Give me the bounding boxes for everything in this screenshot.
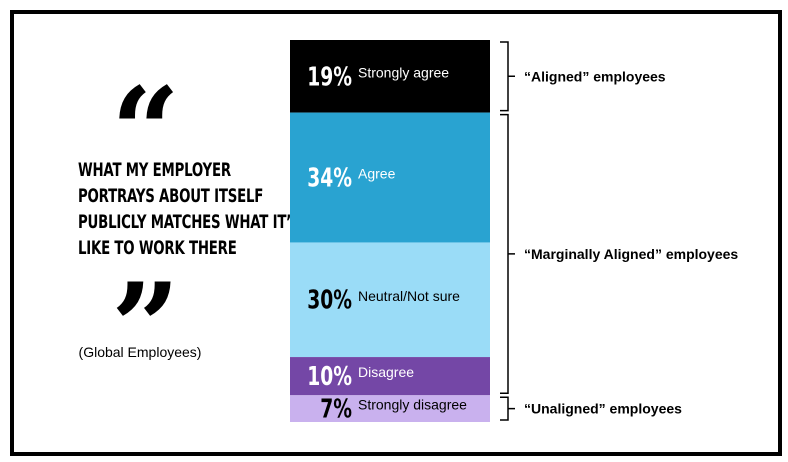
quote-line: WHAT MY EMPLOYER xyxy=(78,160,231,181)
group-bracket xyxy=(500,396,515,421)
group-label: “Marginally Aligned” employees xyxy=(524,246,738,262)
bar-segment xyxy=(290,357,490,396)
bar-category-label: Agree xyxy=(358,166,396,182)
bar-category-label: Strongly agree xyxy=(358,64,449,80)
bar-segment xyxy=(290,112,490,243)
open-quote-icon: “ xyxy=(111,61,181,202)
bar-segment xyxy=(290,40,490,113)
quote-line: LIKE TO WORK THERE xyxy=(78,238,237,259)
bar-category-label: Disagree xyxy=(358,364,414,380)
bar-category-label: Strongly disagree xyxy=(358,397,467,413)
bar-value-label: 34% xyxy=(307,164,352,194)
close-quote-icon: ” xyxy=(111,257,181,398)
group-label: “Aligned” employees xyxy=(524,68,666,84)
bar-segment xyxy=(290,395,490,422)
bar-value-label: 30% xyxy=(307,286,352,316)
group-bracket xyxy=(500,113,515,395)
bar-value-label: 10% xyxy=(307,362,352,392)
bar-category-label: Neutral/Not sure xyxy=(358,288,460,304)
group-bracket xyxy=(500,41,515,112)
bar-value-label: 19% xyxy=(307,62,352,92)
bar-value-label: 7% xyxy=(320,395,352,425)
quote-line: PORTRAYS ABOUT ITSELF xyxy=(78,186,264,207)
bar-segment xyxy=(290,242,490,358)
quote-text: WHAT MY EMPLOYER PORTRAYS ABOUT ITSELF P… xyxy=(78,158,301,262)
group-label: “Unaligned” employees xyxy=(524,401,682,417)
audience-label: (Global Employees) xyxy=(78,344,202,360)
